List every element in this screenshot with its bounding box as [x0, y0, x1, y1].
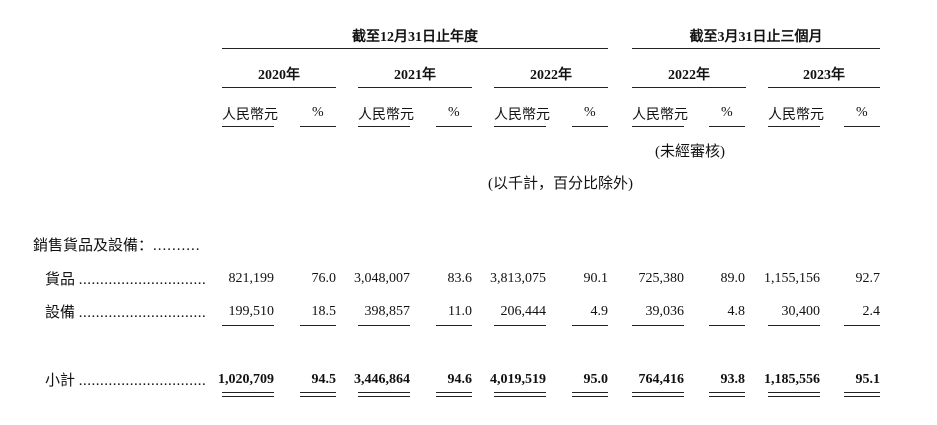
group-header-annual: 截至12月31日止年度 [352, 30, 478, 45]
equipment-2020-amount: 199,510 [228, 304, 275, 319]
equipment-2022q-pct: 4.8 [727, 304, 746, 319]
equipment-2022a-pct: 4.9 [590, 304, 609, 319]
goods-2022a-pct: 90.1 [583, 271, 609, 286]
currency-2023: 人民幣元 [768, 108, 824, 123]
group-header-quarter: 截至3月31日止三個月 [689, 30, 823, 45]
equipment-2022a-amount: 206,444 [500, 304, 547, 319]
currency-2022-quarter: 人民幣元 [632, 108, 688, 123]
pct-2021: % [448, 105, 460, 120]
subtotal-2023-pct: 95.1 [855, 372, 881, 387]
unit-note: (以千計，百分比除外) [488, 176, 633, 192]
year-2022-quarter: 2022年 [668, 68, 710, 83]
equipment-2022q-amount: 39,036 [645, 304, 685, 319]
group-header-annual-rule [222, 48, 608, 49]
pct-2020: % [312, 105, 324, 120]
subtotal-2021-amount: 3,446,864 [354, 372, 410, 387]
pct-2022-quarter: % [721, 105, 733, 120]
currency-2020: 人民幣元 [222, 108, 278, 123]
subtotal-2021-pct: 94.6 [447, 372, 473, 387]
year-2020: 2020年 [258, 68, 300, 83]
equipment-2023-amount: 30,400 [781, 304, 821, 319]
subtotal-2022q-amount: 764,416 [638, 372, 685, 387]
subtotal-2022a-amount: 4,019,519 [490, 372, 546, 387]
pct-2022-annual: % [584, 105, 596, 120]
year-2022-annual: 2022年 [530, 68, 572, 83]
unaudited-note: (未經審核) [655, 144, 725, 160]
subtotal-2020-amount: 1,020,709 [218, 372, 274, 387]
goods-2020-pct: 76.0 [311, 271, 337, 286]
subtotal-2022a-pct: 95.0 [583, 372, 609, 387]
equipment-2021-amount: 398,857 [364, 304, 411, 319]
subtotal-2020-pct: 94.5 [311, 372, 337, 387]
pct-2023: % [856, 105, 868, 120]
row-label-equipment: 設備 .............................. [45, 305, 207, 321]
row-label-subtotal: 小計 .............................. [45, 373, 207, 389]
year-2022-quarter-rule [632, 87, 746, 88]
year-2021: 2021年 [394, 68, 436, 83]
row-label-goods: 貨品 .............................. [45, 272, 207, 288]
year-2023-rule [768, 87, 880, 88]
goods-2023-amount: 1,155,156 [764, 271, 820, 286]
goods-2022a-amount: 3,813,075 [490, 271, 546, 286]
goods-2021-amount: 3,048,007 [354, 271, 410, 286]
goods-2022q-pct: 89.0 [720, 271, 746, 286]
year-2020-rule [222, 87, 336, 88]
year-2022-annual-rule [494, 87, 608, 88]
goods-2020-amount: 821,199 [228, 271, 275, 286]
subtotal-2022q-pct: 93.8 [720, 372, 746, 387]
currency-2022-annual: 人民幣元 [494, 108, 550, 123]
subtotal-2023-amount: 1,185,556 [764, 372, 820, 387]
section-label: 銷售貨品及設備：.......... [33, 238, 201, 254]
equipment-2023-pct: 2.4 [862, 304, 881, 319]
goods-2023-pct: 92.7 [855, 271, 881, 286]
equipment-2020-pct: 18.5 [311, 304, 337, 319]
equipment-2021-pct: 11.0 [448, 304, 472, 319]
group-header-quarter-rule [632, 48, 880, 49]
goods-2021-pct: 83.6 [447, 271, 473, 286]
year-2023: 2023年 [803, 68, 845, 83]
goods-2022q-amount: 725,380 [638, 271, 685, 286]
currency-2021: 人民幣元 [358, 108, 414, 123]
year-2021-rule [358, 87, 472, 88]
